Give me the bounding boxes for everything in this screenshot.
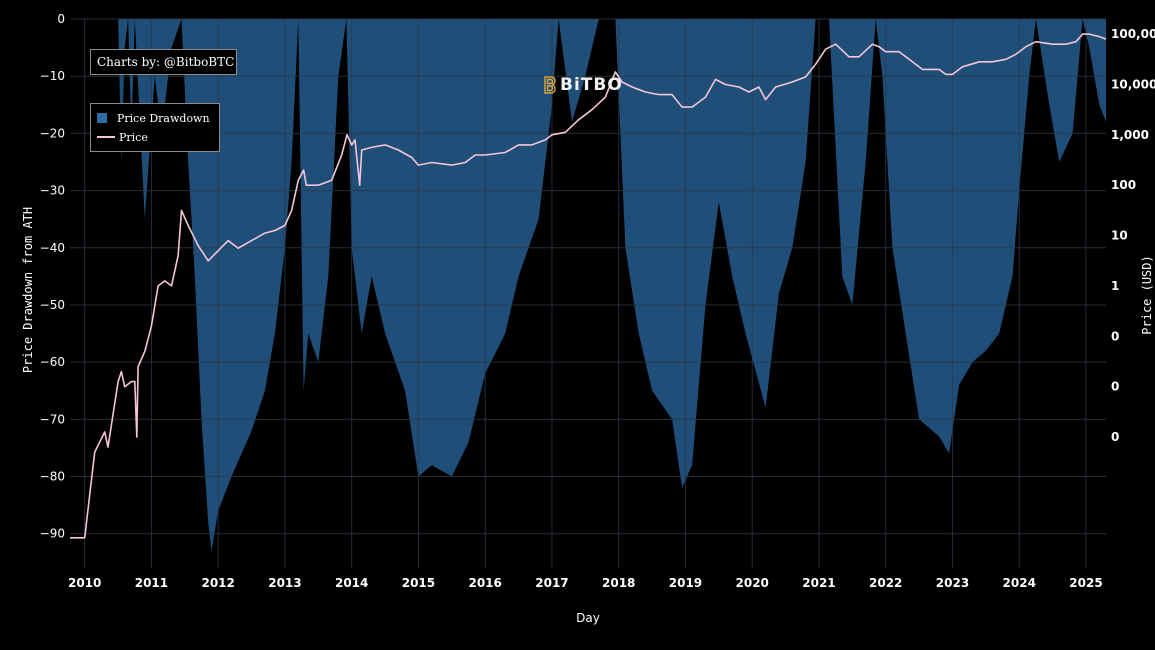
y-right-tick-label: 1 [1111,279,1119,293]
legend-label-drawdown: Price Drawdown [117,112,210,125]
y-right-tick-label: 100,000 [1111,27,1155,41]
bitbo-logo-icon [544,76,556,94]
y-left-tick-label: −40 [40,241,65,255]
x-tick-label: 2022 [869,576,902,590]
y-right-tick-label: 0 [1111,380,1119,394]
x-tick-label: 2025 [1069,576,1102,590]
chart-credit-text: Charts by: @BitboBTC [97,55,235,69]
x-tick-label: 2013 [268,576,301,590]
y-left-tick-label: 0 [57,12,65,26]
legend-label-price: Price [119,131,148,144]
x-tick-label: 2021 [802,576,835,590]
x-tick-label: 2015 [402,576,435,590]
x-tick-label: 2012 [201,576,234,590]
y-right-tick-label: 10 [1111,229,1128,243]
x-tick-label: 2024 [1003,576,1036,590]
chart-legend: Price Drawdown Price [90,103,220,152]
x-tick-label: 2011 [135,576,168,590]
y-right-tick-label: 100 [1111,178,1136,192]
y-right-tick-label: 1,000 [1111,128,1149,142]
y-left-tick-label: −60 [40,355,65,369]
brand-watermark: BiTBO [543,72,623,98]
price-line [70,33,1107,539]
legend-item-price: Price [97,130,148,146]
x-axis-label: Day [576,611,600,625]
drawdown-area-layer [118,19,1107,551]
y-left-tick-label: −80 [40,470,65,484]
legend-item-drawdown: Price Drawdown [97,111,210,127]
legend-swatch-drawdown [97,113,107,123]
legend-swatch-price [97,136,115,138]
x-tick-label: 2014 [335,576,368,590]
x-axis-ticks: 2010 2011 2012 2013 2014 2015 2016 2017 2018 2019… [68,576,1103,590]
drawdown-area [118,19,1107,551]
y-left-tick-label: −20 [40,126,65,140]
y-axis-right-label: Price (USD) [1140,255,1154,334]
chart-credit-box: Charts by: @BitboBTC [90,49,237,75]
x-tick-label: 2017 [535,576,568,590]
price-line-layer [70,33,1107,539]
y-right-tick-label: 0 [1111,329,1119,343]
y-left-tick-label: −70 [40,412,65,426]
x-tick-label: 2018 [602,576,635,590]
y-axis-left-ticks: 0 −10 −20 −30 −40 −50 −60 −70 −80 −90 [40,12,65,541]
y-axis-left-label: Price Drawdown from ATH [21,207,35,373]
x-tick-label: 2020 [736,576,769,590]
y-left-tick-label: −30 [40,184,65,198]
grid-lines [70,18,1106,568]
y-left-tick-label: −10 [40,69,65,83]
x-tick-label: 2023 [936,576,969,590]
brand-name: BiTBO [560,75,623,95]
y-left-tick-label: −90 [40,527,65,541]
y-right-tick-label: 10,000 [1111,77,1155,91]
x-tick-label: 2016 [468,576,501,590]
x-tick-label: 2010 [68,576,101,590]
x-tick-label: 2019 [669,576,702,590]
y-left-tick-label: −50 [40,298,65,312]
y-right-tick-label: 0 [1111,430,1119,444]
